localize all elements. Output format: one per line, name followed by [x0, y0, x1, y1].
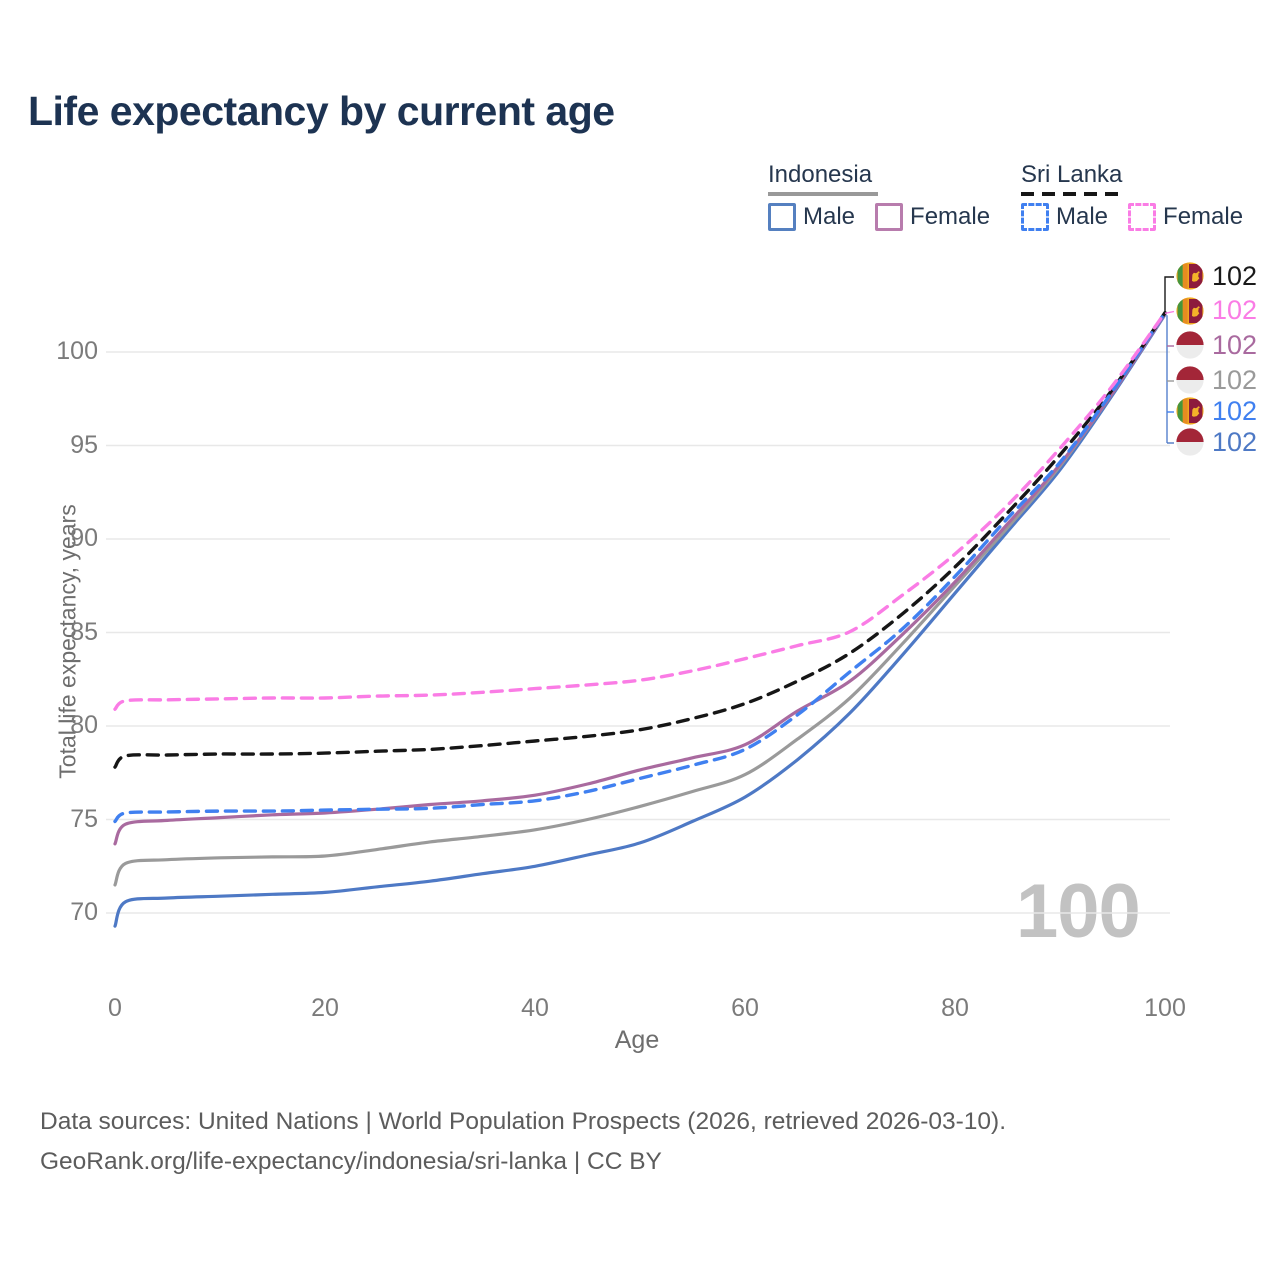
end-label-value: 102 [1212, 295, 1258, 325]
indonesia-flag-icon [1176, 366, 1204, 394]
y-tick-label-100: 100 [56, 337, 98, 365]
y-tick-label-95: 95 [70, 430, 98, 459]
legend-items-indonesia: Male Female [768, 203, 990, 231]
legend-item-label: Male [803, 203, 856, 230]
legend-swatch-icon [1128, 203, 1157, 231]
page-title: Life expectancy by current age [28, 88, 615, 134]
end-label-4: 102 [1176, 397, 1257, 425]
legend-group-sri-lanka-name: Sri Lanka [1021, 161, 1123, 188]
end-label-3: 102 [1176, 366, 1257, 394]
end-label-value: 102 [1212, 260, 1258, 291]
legend-item-label: Female [1163, 203, 1244, 230]
legend-sri-lanka-line-sample [1021, 192, 1125, 196]
end-label-value: 102 [1212, 329, 1258, 360]
series-line-indonesia-female [113, 312, 1167, 846]
y-tick-label-70: 70 [70, 898, 98, 926]
legend-item-sri-lanka-male[interactable]: Male [1021, 203, 1108, 231]
indonesia-flag-icon [1176, 428, 1204, 456]
y-tick-label-80: 80 [70, 711, 98, 739]
legend-item-indonesia-female[interactable]: Female [875, 203, 990, 231]
legend-item-label: Male [1056, 203, 1109, 230]
age-counter-watermark: 100 [1016, 869, 1141, 954]
legend-group-indonesia: Indonesia [768, 161, 878, 196]
series-line-sri-lanka-total [113, 311, 1167, 769]
leader-line-sri-lanka-total [1164, 276, 1174, 314]
legend-swatch-icon [875, 203, 904, 231]
end-label-5: 102 [1176, 428, 1257, 456]
sri-lanka-flag-icon [1176, 296, 1204, 325]
legend-item-sri-lanka-female[interactable]: Female [1128, 203, 1243, 231]
y-tick-label-75: 75 [70, 804, 98, 833]
end-label-value: 102 [1212, 395, 1258, 426]
x-tick-label-100: 100 [1144, 994, 1186, 1022]
x-tick-label-60: 60 [731, 994, 759, 1022]
x-tick-label-0: 0 [108, 994, 122, 1022]
legend-group-indonesia-name: Indonesia [768, 161, 873, 188]
end-label-value: 102 [1212, 426, 1258, 457]
footer-data-sources: Data sources: United Nations | World Pop… [40, 1108, 1007, 1135]
leader-line-sri-lanka-female [1164, 310, 1175, 314]
end-label-1: 102 [1176, 297, 1257, 325]
series-line-sri-lanka-male [113, 311, 1167, 824]
series-line-indonesia-total [113, 312, 1167, 887]
y-tick-label-85: 85 [70, 617, 98, 646]
end-label-0: 102 [1176, 262, 1257, 290]
legend-item-label: Female [910, 203, 991, 230]
legend-item-indonesia-male[interactable]: Male [768, 203, 855, 231]
sri-lanka-flag-icon [1176, 397, 1204, 425]
x-tick-label-20: 20 [311, 994, 339, 1022]
legend-items-sri-lanka: Male Female [1021, 203, 1243, 231]
legend-indonesia-line-sample [768, 192, 878, 196]
legend-swatch-icon [1021, 203, 1049, 231]
legend-swatch-icon [768, 203, 796, 231]
x-axis-title: Age [614, 1026, 660, 1054]
end-label-2: 102 [1176, 331, 1257, 359]
footer-attribution: GeoRank.org/life-expectancy/indonesia/sr… [40, 1148, 662, 1175]
series-line-sri-lanka-female [113, 311, 1167, 711]
legend-group-sri-lanka: Sri Lanka [1021, 161, 1125, 196]
end-label-value: 102 [1212, 364, 1258, 395]
x-tick-label-80: 80 [941, 994, 969, 1022]
x-tick-label-40: 40 [521, 994, 549, 1022]
y-tick-label-90: 90 [70, 524, 98, 552]
sri-lanka-flag-icon [1176, 262, 1204, 290]
series-line-indonesia-male [113, 313, 1167, 928]
indonesia-flag-icon [1176, 331, 1204, 359]
